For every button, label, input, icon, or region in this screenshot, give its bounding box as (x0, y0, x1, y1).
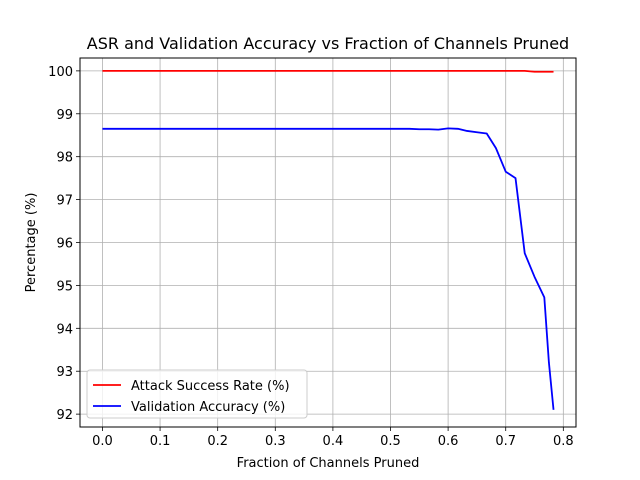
grid-layer (80, 58, 576, 427)
y-tick-label: 96 (56, 237, 73, 252)
y-axis-title: Percentage (%) (24, 193, 39, 293)
asr-line (102, 69, 554, 73)
y-tick-label: 99 (56, 108, 73, 123)
tick-layer: 0.0 0.1 0.2 0.3 0.4 0.5 0.6 0.7 0.8 92 93 94 95 96 97 9… (48, 65, 573, 449)
y-tick-label: 92 (56, 408, 73, 423)
y-tick-label: 94 (56, 322, 73, 337)
x-tick-label: 0.1 (150, 434, 171, 449)
y-tick-label: 98 (56, 151, 73, 166)
y-tick-label: 95 (56, 279, 73, 294)
validation-accuracy-line (102, 127, 555, 410)
legend-box (86, 369, 308, 419)
chart-title: ASR and Validation Accuracy vs Fraction … (87, 34, 569, 53)
legend-label-asr: Attack Success Rate (%) (131, 379, 290, 394)
y-tick-label: 93 (56, 365, 73, 380)
series-layer (102, 69, 555, 410)
x-tick-label: 0.5 (380, 434, 401, 449)
x-axis-title: Fraction of Channels Pruned (237, 456, 420, 471)
x-tick-label: 0.3 (265, 434, 286, 449)
y-tick-label: 100 (48, 65, 73, 80)
y-tick-label: 97 (56, 194, 73, 209)
x-tick-label: 0.2 (207, 434, 228, 449)
legend: Attack Success Rate (%) Validation Accur… (86, 369, 308, 419)
legend-label-validation-accuracy: Validation Accuracy (%) (131, 400, 285, 415)
x-tick-label: 0.7 (495, 434, 516, 449)
x-tick-label: 0.0 (92, 434, 113, 449)
x-tick-label: 0.6 (438, 434, 459, 449)
x-tick-label: 0.8 (553, 434, 574, 449)
x-tick-label: 0.4 (323, 434, 344, 449)
